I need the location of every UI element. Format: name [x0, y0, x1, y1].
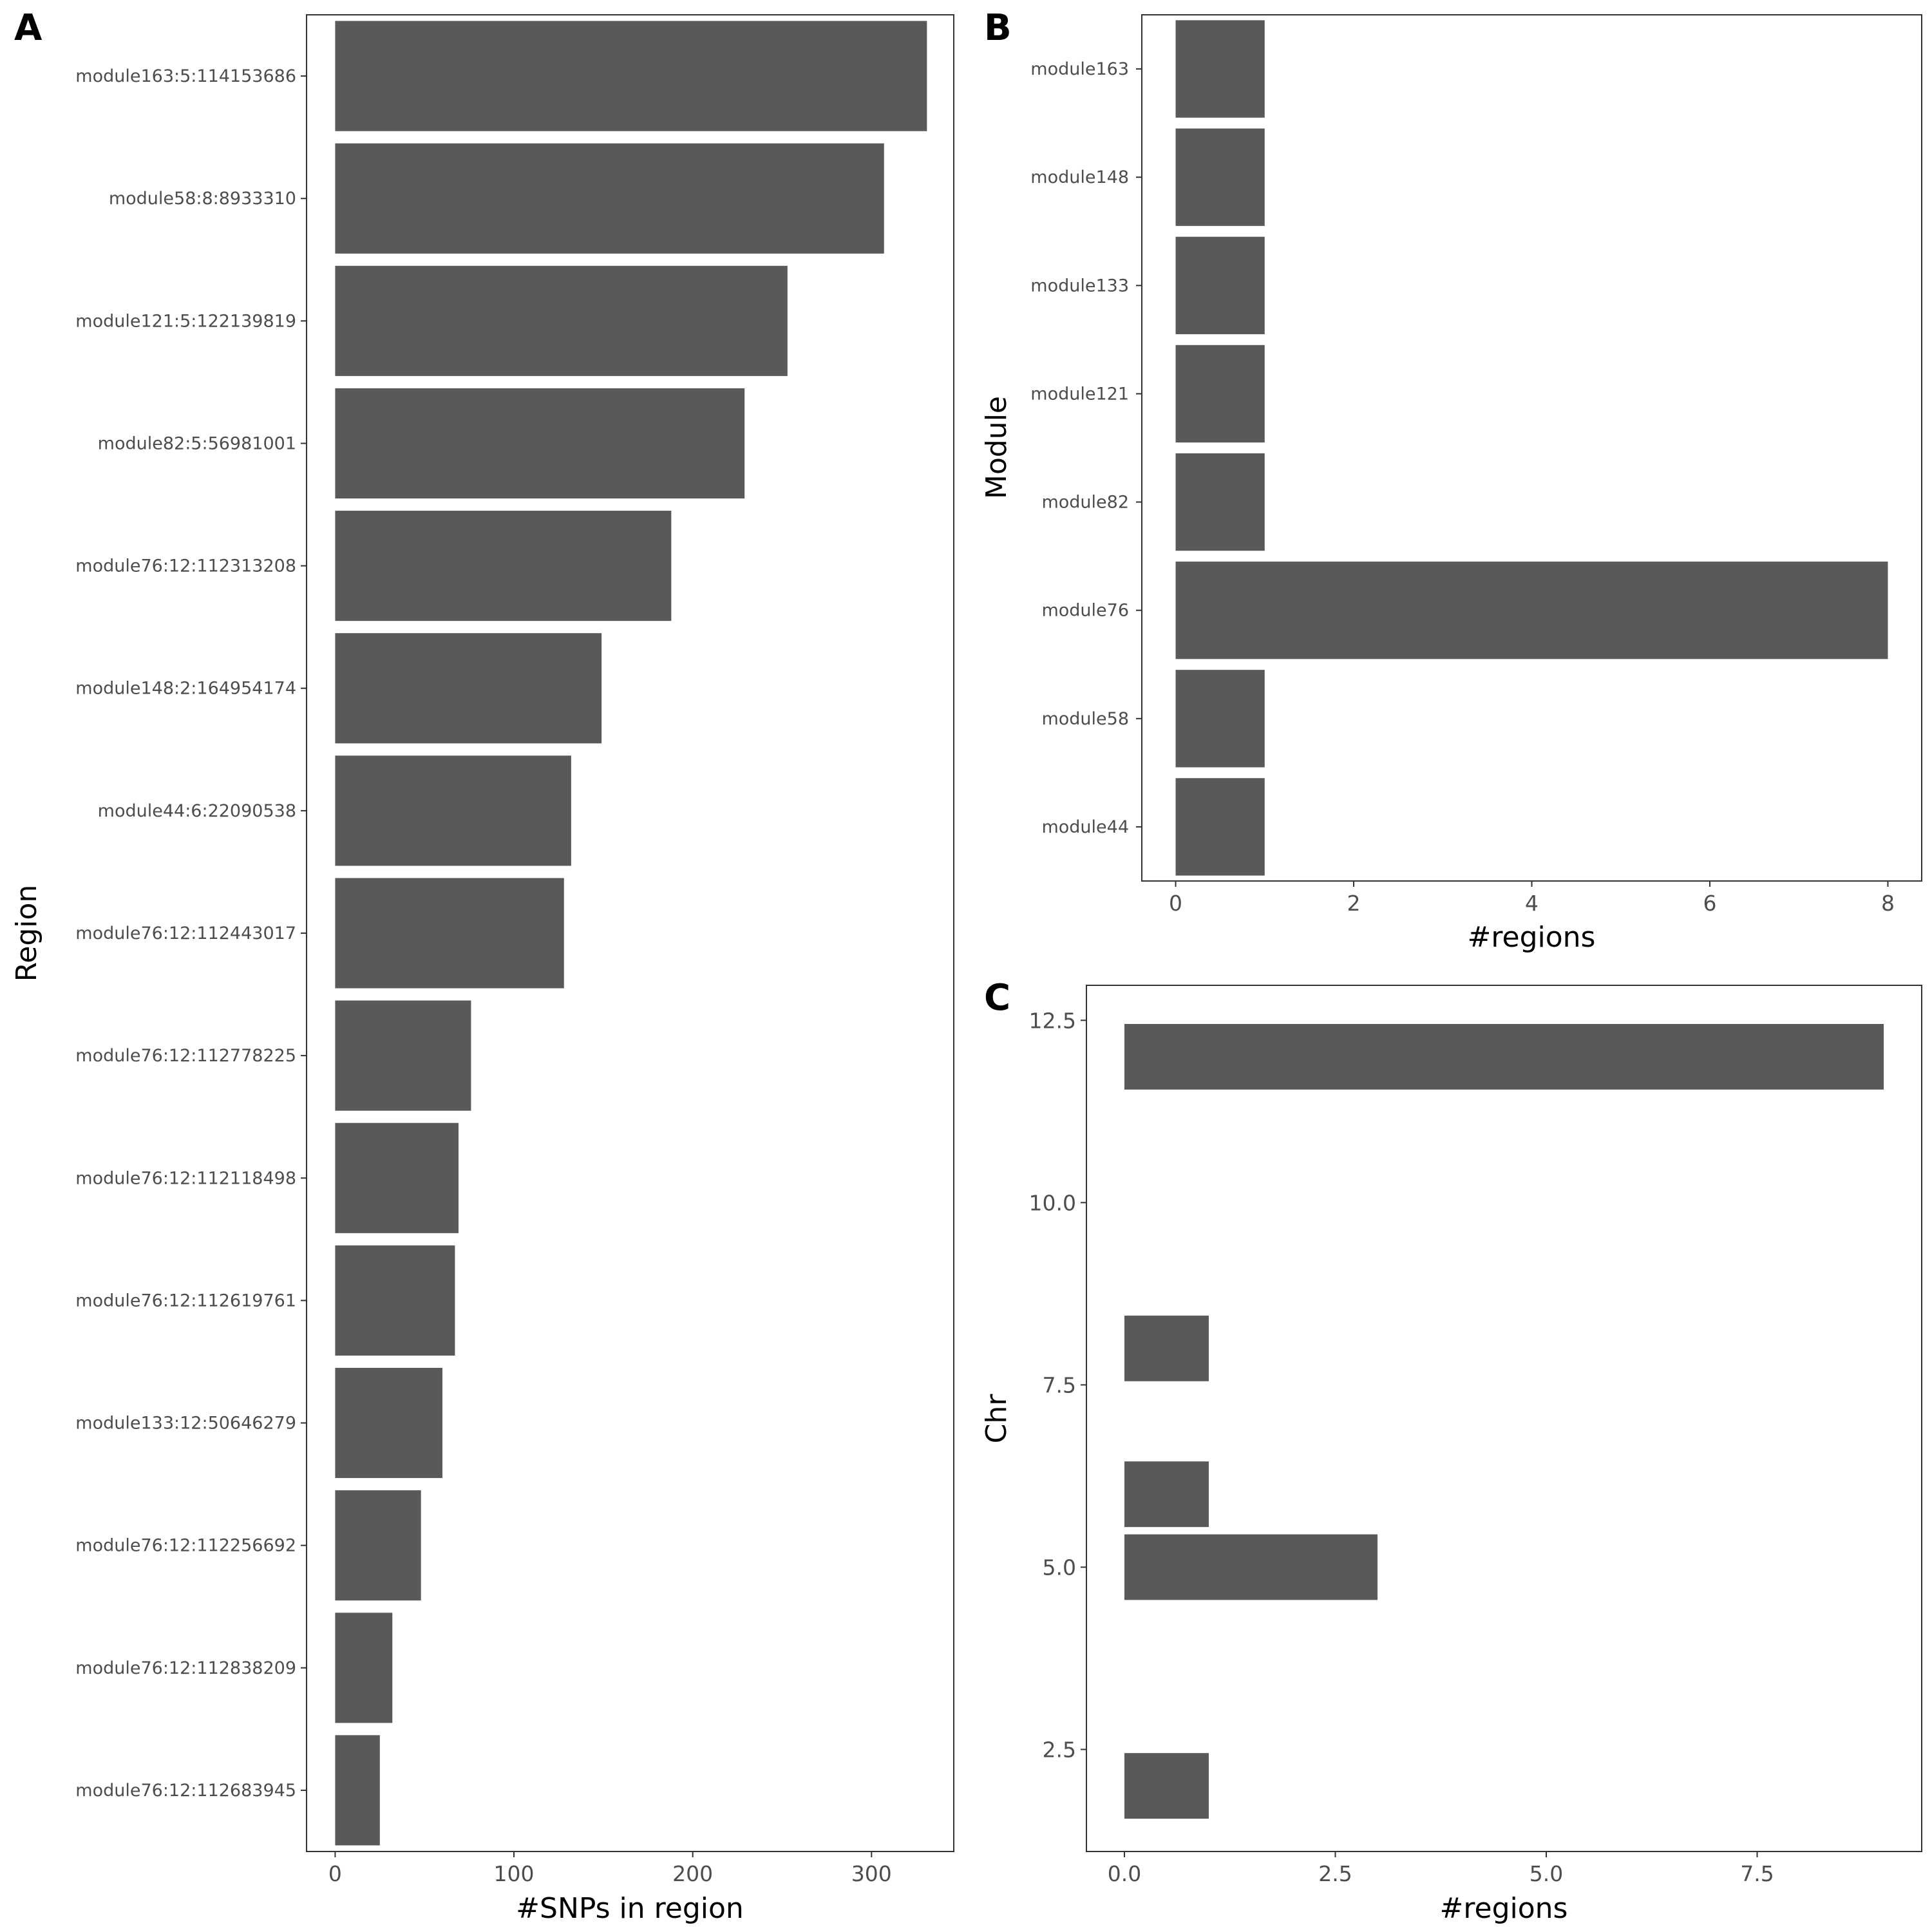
- panel-b-x-tick-label: 6: [1703, 891, 1716, 916]
- panel-a-bar: [335, 511, 672, 621]
- panel-a-snps-per-region: A module163:5:114153686 module58:8:893331…: [10, 7, 954, 1925]
- panel-b-bars: [1175, 20, 1888, 876]
- panel-b-bar: [1175, 236, 1265, 334]
- panel-b-bar: [1175, 562, 1888, 659]
- panel-a-x-axis: 0 100 200 300: [328, 1852, 892, 1886]
- panel-c-y-axis-title: Chr: [980, 1394, 1013, 1444]
- panel-a-y-tick-label: module163:5:114153686: [75, 66, 296, 86]
- panel-a-y-tick-label: module58:8:8933310: [109, 189, 296, 209]
- panel-c-bar: [1124, 1753, 1209, 1819]
- panel-b-bar: [1175, 670, 1265, 768]
- panel-a-y-tick-label: module76:12:112313208: [75, 556, 296, 576]
- panel-a-x-tick-label: 100: [494, 1861, 535, 1886]
- panel-a-bar: [335, 1122, 459, 1233]
- panel-a-bar: [335, 1490, 421, 1601]
- panel-b-y-tick-label: module121: [1030, 384, 1129, 404]
- panel-a-y-axis-title: Region: [10, 885, 43, 982]
- panel-a-bars: [335, 21, 927, 1846]
- panel-c-bar: [1124, 1534, 1378, 1600]
- panel-a-letter: A: [14, 7, 43, 49]
- panel-c-x-axis-title: #regions: [1440, 1892, 1568, 1925]
- panel-c-x-tick-label: 0.0: [1108, 1861, 1141, 1886]
- panel-a-y-tick-label: module76:12:112118498: [75, 1168, 296, 1188]
- panel-a-bar: [335, 1367, 442, 1479]
- panel-b-x-axis-title: #regions: [1468, 921, 1596, 954]
- panel-b-regions-per-module: B module163module148module133module121mo…: [980, 7, 1922, 954]
- panel-b-y-tick-label: module133: [1030, 276, 1129, 296]
- panel-b-bar: [1175, 345, 1265, 443]
- panel-b-y-tick-label: module44: [1041, 817, 1129, 837]
- panel-a-y-tick-label: module148:2:164954174: [75, 679, 296, 699]
- panel-c-y-tick-label: 7.5: [1043, 1372, 1076, 1397]
- panel-c-y-tick-label: 12.5: [1029, 1008, 1076, 1033]
- panel-a-bar: [335, 878, 564, 989]
- panel-a-y-tick-label: module133:12:50646279: [75, 1414, 296, 1434]
- panel-a-x-axis-title: #SNPs in region: [516, 1892, 744, 1925]
- panel-a-bar: [335, 143, 884, 254]
- panel-c-regions-per-chr: C 2.5 5.0 7.5 10.0 12.5 0.0 2.5 5.0 7.5 #region…: [980, 977, 1922, 1925]
- panel-a-bar: [335, 1735, 380, 1846]
- panel-b-x-tick-label: 2: [1347, 891, 1361, 916]
- panel-c-y-axis: 2.5 5.0 7.5 10.0 12.5: [1029, 1008, 1086, 1762]
- panel-b-y-tick-label: module76: [1041, 601, 1129, 621]
- panel-b-y-tick-label: module148: [1030, 167, 1129, 187]
- panel-b-x-tick-label: 4: [1525, 891, 1539, 916]
- panel-a-x-tick-label: 300: [851, 1861, 892, 1886]
- panel-c-bar: [1124, 1315, 1209, 1381]
- panel-b-y-axis: module163 module148 module133 module121 modu…: [1030, 59, 1142, 837]
- panel-c-bars: [1124, 1024, 1884, 1819]
- panel-c-x-tick-label: 5.0: [1530, 1861, 1563, 1886]
- panel-a-y-tick-label: module76:12:112778225: [75, 1046, 296, 1066]
- panel-b-bar: [1175, 20, 1265, 118]
- panel-a-x-tick-label: 0: [328, 1861, 342, 1886]
- panel-b-x-tick-label: 0: [1169, 891, 1182, 916]
- panel-b-y-tick-label: module58: [1041, 709, 1129, 729]
- panel-c-frame: [1086, 985, 1922, 1852]
- panel-b-y-tick-label: module82: [1041, 493, 1129, 513]
- panel-b-bar: [1175, 128, 1265, 226]
- panel-a-y-tick-label: module76:12:112838209: [75, 1658, 296, 1678]
- panel-a-bar: [335, 1245, 455, 1356]
- panel-c-x-tick-label: 7.5: [1740, 1861, 1774, 1886]
- panel-a-bar: [335, 755, 571, 866]
- panel-c-bar: [1124, 1461, 1209, 1528]
- panel-a-bar: [335, 633, 602, 744]
- panel-c-bar: [1124, 1024, 1884, 1090]
- panel-c-y-tick-label: 5.0: [1043, 1555, 1076, 1580]
- panel-a-y-axis: module163:5:114153686 module58:8:8933310 m…: [75, 66, 307, 1801]
- panel-b-letter: B: [984, 7, 1012, 49]
- panel-a-y-tick-label: module76:12:112619761: [75, 1291, 296, 1311]
- panel-c-y-tick-label: 10.0: [1029, 1190, 1076, 1215]
- panel-c-x-axis: 0.0 2.5 5.0 7.5: [1108, 1852, 1774, 1886]
- panel-c-y-tick-label: 2.5: [1043, 1737, 1076, 1762]
- panel-b-bar: [1175, 778, 1265, 876]
- panel-a-y-tick-label: module76:12:112443017: [75, 923, 296, 943]
- panel-a-x-tick-label: 200: [672, 1861, 713, 1886]
- panel-a-bar: [335, 388, 745, 499]
- panel-b-y-tick-label: module163: [1030, 59, 1129, 79]
- panel-a-y-tick-label: module76:12:112256692: [75, 1536, 296, 1556]
- panel-a-y-tick-label: module44:6:22090538: [98, 801, 296, 821]
- panel-a-bar: [335, 265, 788, 376]
- panel-b-y-axis-title: Module: [980, 396, 1013, 499]
- panel-a-y-tick-label: module82:5:56981001: [98, 433, 296, 453]
- panel-c-letter: C: [984, 977, 1010, 1019]
- panel-a-bar: [335, 1000, 471, 1111]
- panel-a-y-tick-label: module76:12:112683945: [75, 1781, 296, 1801]
- panel-b-bar: [1175, 453, 1265, 551]
- panel-b-x-tick-label: 8: [1881, 891, 1895, 916]
- panel-c-x-tick-label: 2.5: [1318, 1861, 1352, 1886]
- panel-a-bar: [335, 21, 927, 131]
- panel-a-bar: [335, 1613, 393, 1723]
- panel-a-y-tick-label: module121:5:122139819: [75, 311, 296, 331]
- panel-b-x-axis: 0 2 4 6 8: [1169, 881, 1895, 916]
